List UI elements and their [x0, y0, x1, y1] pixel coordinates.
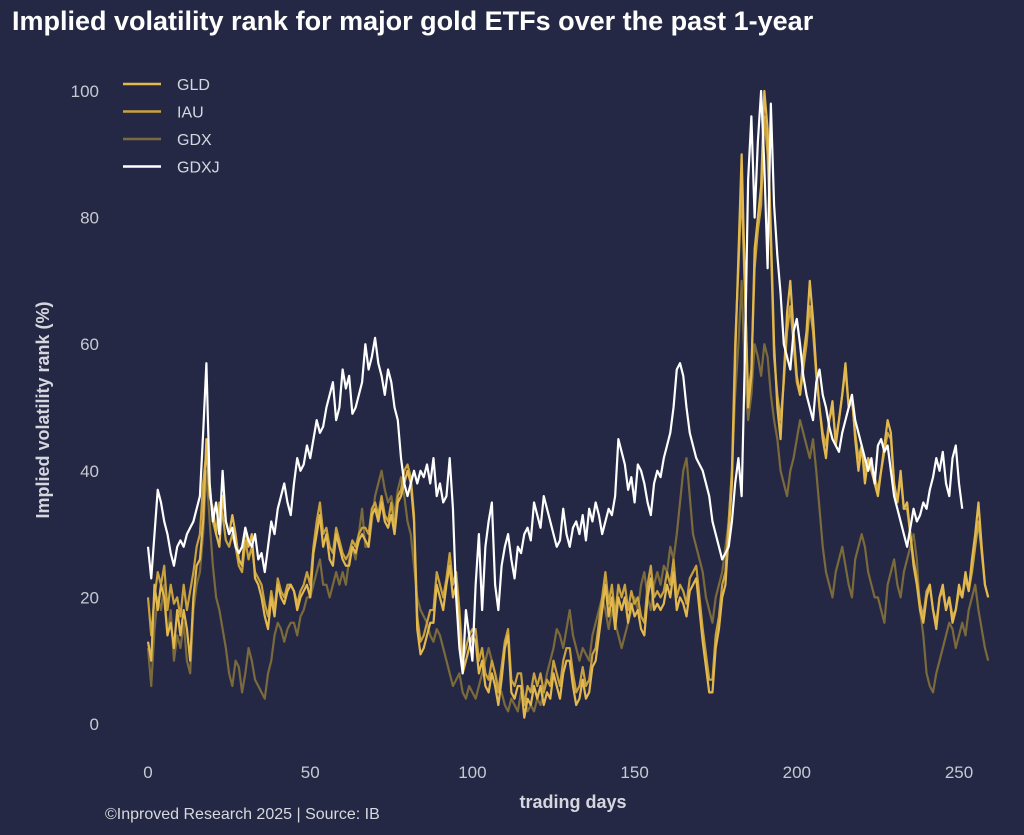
x-tick-label: 0 — [143, 763, 152, 782]
y-tick-label: 20 — [80, 588, 99, 607]
series-line-gdx — [146, 279, 990, 713]
legend-label: IAU — [177, 105, 204, 122]
x-axis-label: trading days — [519, 792, 626, 812]
series-lines — [146, 89, 990, 719]
x-axis-ticks: 0 50 100 150 200 250 — [143, 763, 973, 782]
y-axis-label: Implied volatility rank (%) — [33, 301, 53, 518]
series-line-gdxj — [146, 89, 964, 675]
x-tick-label: 50 — [301, 763, 320, 782]
legend: GLD IAU GDX GDXJ — [123, 77, 220, 177]
legend-item-gdx: GDX — [123, 132, 212, 149]
x-tick-label: 150 — [620, 763, 648, 782]
x-tick-label: 250 — [945, 763, 973, 782]
legend-label: GDXJ — [177, 160, 220, 177]
x-tick-label: 200 — [783, 763, 811, 782]
y-tick-label: 0 — [90, 715, 99, 734]
legend-label: GLD — [177, 77, 210, 94]
x-tick-label: 100 — [458, 763, 486, 782]
series-line-gld — [146, 89, 990, 719]
legend-item-gld: GLD — [123, 77, 210, 94]
legend-item-gdxj: GDXJ — [123, 160, 220, 177]
y-tick-label: 80 — [80, 209, 99, 228]
legend-label: GDX — [177, 132, 212, 149]
y-tick-label: 100 — [71, 82, 99, 101]
y-axis-ticks: 0 20 40 60 80 100 — [71, 82, 99, 734]
y-tick-label: 40 — [80, 462, 99, 481]
chart-title: Implied volatility rank for major gold E… — [12, 6, 814, 36]
legend-item-iau: IAU — [123, 105, 204, 122]
source-credit: ©Inproved Research 2025 | Source: IB — [105, 806, 380, 823]
y-tick-label: 60 — [80, 335, 99, 354]
